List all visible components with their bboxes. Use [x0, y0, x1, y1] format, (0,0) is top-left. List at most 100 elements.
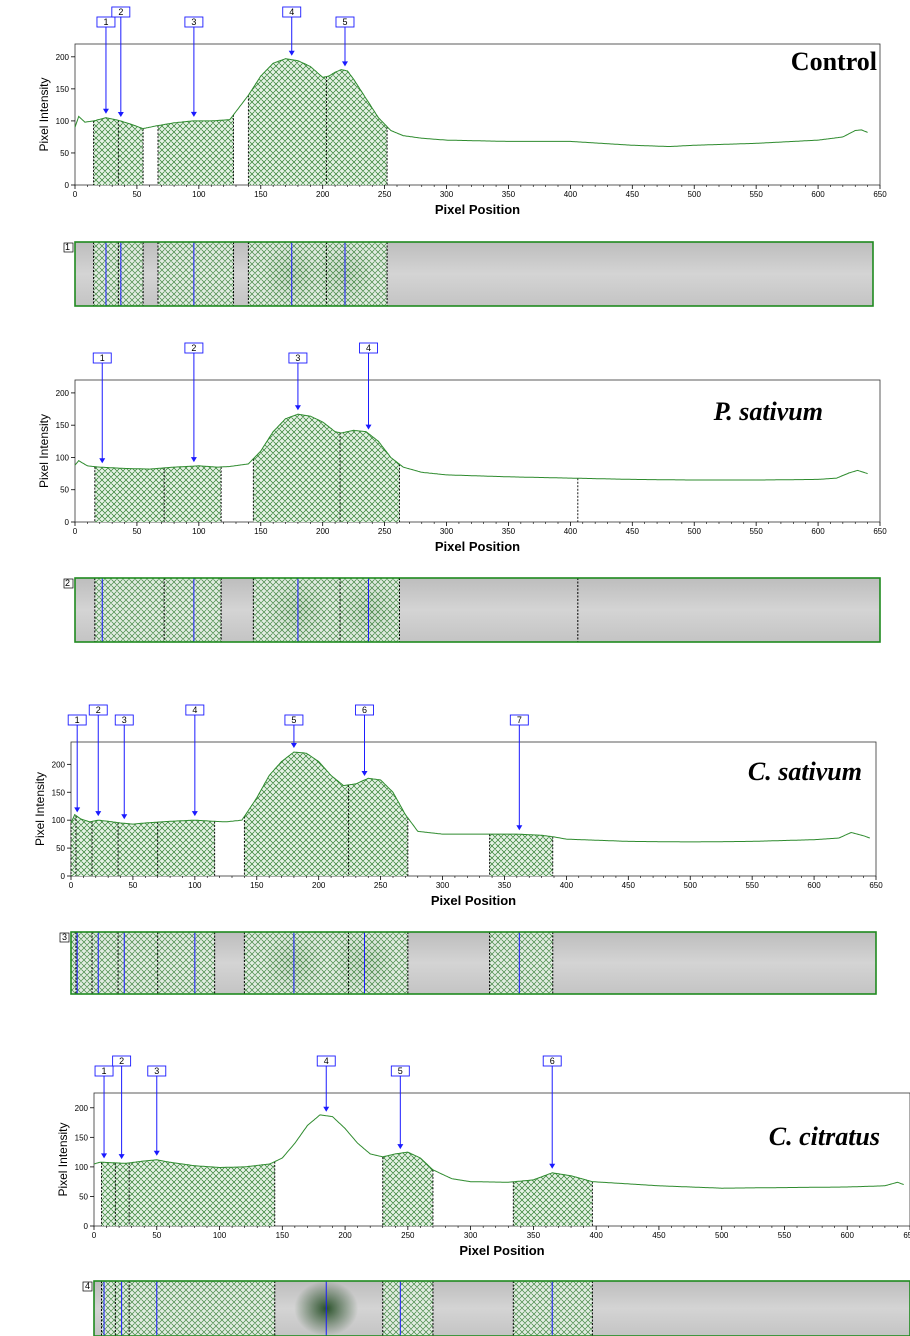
x-tick-label: 50: [132, 190, 141, 199]
peak-area-region: [71, 814, 215, 876]
x-tick-label: 200: [316, 190, 330, 199]
peak-marker-number: 7: [517, 715, 522, 725]
x-tick-label: 250: [378, 190, 392, 199]
y-tick-label: 200: [75, 1104, 89, 1113]
x-tick-label: 0: [69, 881, 74, 890]
plot-p-sativum: 0 50 100 150 200 250 300 350 400 450 500 550 600 6500…: [37, 342, 887, 554]
lane-border: [74, 577, 881, 643]
peak-marker-number: 2: [119, 1056, 124, 1066]
peak-marker: 1: [67, 714, 87, 813]
peak-area-region: [382, 1152, 433, 1226]
lane-number-box: [63, 242, 74, 253]
lane-image-c-sativum: [59, 931, 877, 995]
peak-area-region: [93, 117, 144, 185]
peak-marker-arrowhead: [323, 1106, 330, 1112]
x-tick-label: 550: [749, 527, 763, 536]
x-tick-label: 350: [502, 527, 516, 536]
peak-marker-number: 4: [192, 705, 197, 715]
x-axis-label: Pixel Position: [435, 202, 520, 217]
x-tick-label: 400: [560, 881, 574, 890]
peak-area-region: [94, 465, 222, 522]
peak-marker-arrowhead: [397, 1144, 404, 1150]
y-tick-label: 50: [56, 844, 65, 853]
chart-title-c-citratus: C. citratus: [769, 1122, 880, 1151]
x-tick-label: 100: [213, 1231, 227, 1240]
y-tick-label: 0: [65, 181, 70, 190]
peak-marker-arrowhead: [191, 811, 198, 817]
x-tick-label: 550: [778, 1231, 792, 1240]
x-tick-label: 650: [873, 190, 887, 199]
x-tick-label: 0: [92, 1231, 97, 1240]
x-tick-label: 0: [73, 527, 78, 536]
chart-title-control: Control: [791, 47, 877, 76]
peak-marker-number: 3: [191, 17, 196, 27]
y-tick-label: 200: [56, 53, 70, 62]
peak-marker-number: 1: [103, 17, 108, 27]
x-tick-label: 150: [254, 527, 268, 536]
lane-border: [74, 241, 874, 307]
peak-marker-number: 4: [324, 1056, 329, 1066]
lane-hatched-region: [157, 242, 234, 306]
y-tick-label: 100: [52, 816, 66, 825]
chart-title-p-sativum: P. sativum: [713, 397, 823, 426]
peak-marker-arrowhead: [361, 770, 368, 776]
lane-hatched-region: [71, 932, 215, 994]
x-tick-label: 150: [254, 190, 268, 199]
peak-marker: 2: [111, 6, 131, 118]
x-tick-label: 150: [276, 1231, 290, 1240]
x-tick-label: 200: [312, 881, 326, 890]
x-tick-label: 250: [378, 527, 392, 536]
peak-marker-arrowhead: [190, 111, 197, 117]
y-tick-label: 50: [60, 486, 69, 495]
peak-marker: 3: [288, 352, 308, 411]
y-axis-label: Pixel Intensity: [56, 1122, 70, 1196]
y-axis-label: Pixel Intensity: [37, 77, 51, 151]
x-tick-label: 500: [715, 1231, 729, 1240]
peak-marker-arrowhead: [549, 1163, 556, 1169]
peak-marker-arrowhead: [288, 50, 295, 56]
x-tick-label: 550: [749, 190, 763, 199]
x-axis-label: Pixel Position: [459, 1243, 544, 1258]
y-tick-label: 0: [65, 518, 70, 527]
x-tick-label: 300: [440, 190, 454, 199]
x-tick-label: 450: [626, 527, 640, 536]
x-tick-label: 600: [811, 190, 825, 199]
lane-hatched-region: [248, 242, 388, 306]
peak-marker: 4: [359, 342, 378, 430]
peak-marker-number: 3: [122, 715, 127, 725]
peak-marker-arrowhead: [99, 458, 106, 464]
lane-border: [70, 931, 877, 995]
y-tick-label: 0: [84, 1222, 89, 1231]
x-tick-label: 250: [401, 1231, 415, 1240]
peak-area-region: [489, 834, 553, 876]
x-axis-label: Pixel Position: [435, 539, 520, 554]
lane-hatched-region: [382, 1281, 433, 1336]
peak-marker-arrowhead: [95, 811, 102, 817]
lane-hatched-region: [489, 932, 553, 994]
lane-number-box: [63, 578, 74, 589]
x-tick-label: 450: [626, 190, 640, 199]
peak-marker-number: 3: [295, 353, 300, 363]
lane-number-box: [82, 1281, 93, 1292]
lane-hatched-region: [94, 578, 222, 642]
peak-area-region: [157, 114, 234, 185]
x-tick-label: 500: [684, 881, 698, 890]
peak-marker-number: 6: [550, 1056, 555, 1066]
peak-marker-number: 1: [75, 715, 80, 725]
peak-marker-number: 5: [291, 715, 296, 725]
y-tick-label: 150: [52, 788, 66, 797]
peak-area-region: [513, 1172, 593, 1226]
peak-marker-arrowhead: [117, 112, 124, 118]
x-tick-label: 50: [132, 527, 141, 536]
y-tick-label: 100: [56, 453, 70, 462]
x-tick-label: 450: [622, 881, 636, 890]
peak-marker-arrowhead: [102, 108, 109, 114]
peak-area-region: [244, 752, 408, 876]
peak-marker-number: 2: [96, 705, 101, 715]
panel-c-sativum: 0 50 100 150 200 250 300 350 400 450 500 550 600 6500…: [33, 704, 883, 995]
peak-area-region: [253, 414, 400, 522]
peak-marker: 2: [184, 342, 204, 463]
lane-number-p-sativum: 2: [65, 578, 70, 588]
peak-marker: 2: [112, 1055, 132, 1160]
